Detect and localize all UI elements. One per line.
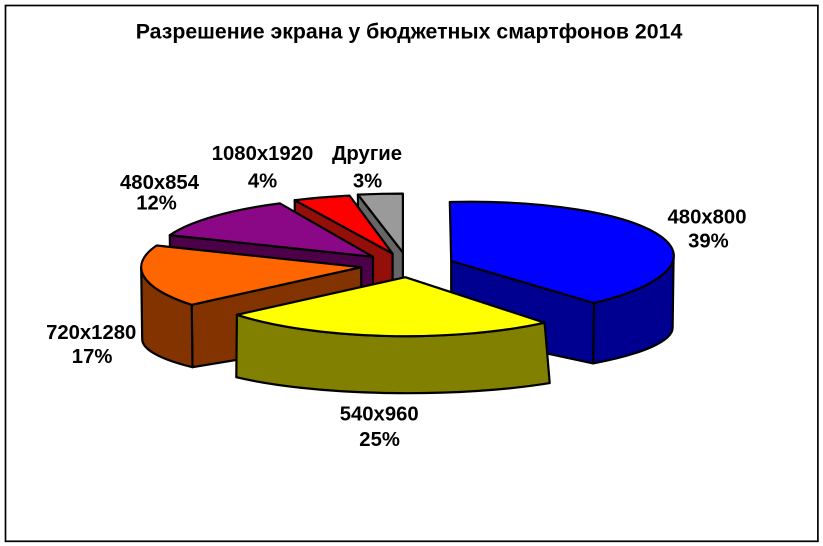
svg-text:480x854: 480x854 (120, 172, 200, 194)
svg-text:17%: 17% (72, 346, 113, 368)
svg-text:Другие: Другие (332, 143, 402, 165)
svg-text:25%: 25% (359, 429, 400, 451)
svg-text:4%: 4% (248, 170, 277, 192)
svg-text:12%: 12% (136, 192, 177, 214)
svg-text:39%: 39% (688, 231, 729, 253)
svg-text:480x800: 480x800 (668, 206, 747, 228)
svg-text:540x960: 540x960 (340, 404, 419, 426)
svg-text:Разрешение экрана у бюджетных: Разрешение экрана у бюджетных смартфонов… (136, 20, 683, 44)
svg-text:1080x1920: 1080x1920 (212, 143, 314, 165)
svg-text:3%: 3% (353, 170, 382, 192)
svg-text:720x1280: 720x1280 (46, 322, 136, 344)
